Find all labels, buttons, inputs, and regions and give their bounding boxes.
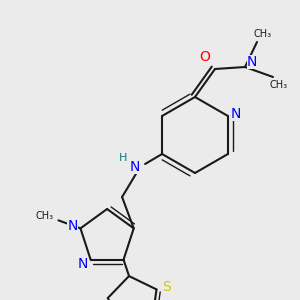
Text: N: N: [67, 219, 78, 233]
Text: O: O: [200, 50, 210, 64]
Text: N: N: [130, 160, 140, 174]
Text: S: S: [162, 280, 171, 294]
Text: H: H: [119, 153, 127, 163]
Text: CH₃: CH₃: [254, 29, 272, 39]
Text: CH₃: CH₃: [270, 80, 288, 90]
Text: N: N: [231, 107, 241, 121]
Text: N: N: [247, 55, 257, 69]
Text: CH₃: CH₃: [35, 211, 53, 221]
Text: N: N: [77, 257, 88, 271]
